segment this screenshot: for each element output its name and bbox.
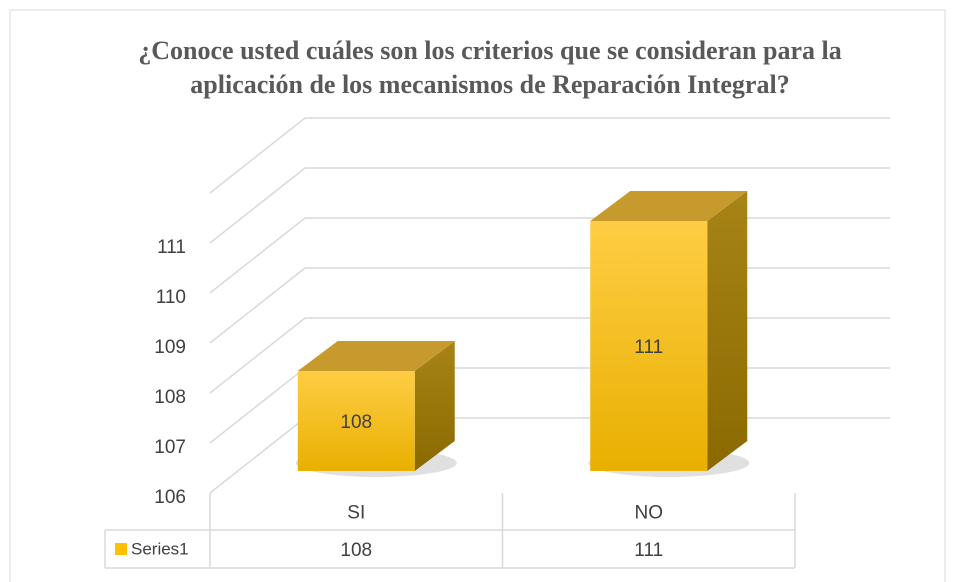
table-value: 108	[340, 540, 372, 561]
bar-side	[414, 341, 455, 471]
y-tick-label: 110	[156, 287, 186, 308]
bar	[297, 371, 415, 471]
bar-top	[297, 341, 455, 371]
data-label: 108	[340, 412, 372, 433]
x-tick-label: NO	[635, 503, 664, 524]
y-tick-label: 106	[154, 487, 186, 508]
bar-top	[590, 191, 748, 221]
legend-swatch	[115, 543, 127, 555]
data-label: 111	[634, 337, 663, 358]
grid-line	[209, 267, 890, 344]
table-value: 111	[634, 540, 663, 561]
x-tick-label: SI	[347, 503, 365, 524]
legend-label: Series1	[131, 539, 189, 558]
y-tick-label: 109	[154, 337, 186, 358]
y-tick-label: 108	[154, 387, 186, 408]
y-tick-label: 107	[154, 437, 186, 458]
bar	[590, 221, 708, 471]
chart-frame	[9, 9, 946, 582]
chart-title: ¿Conoce usted cuáles son los criterios q…	[138, 36, 842, 99]
grid-line	[209, 167, 890, 244]
plot-frame	[209, 117, 890, 194]
grid-line	[209, 217, 890, 294]
y-tick-label: 111	[157, 237, 186, 258]
bar-side	[707, 191, 748, 471]
